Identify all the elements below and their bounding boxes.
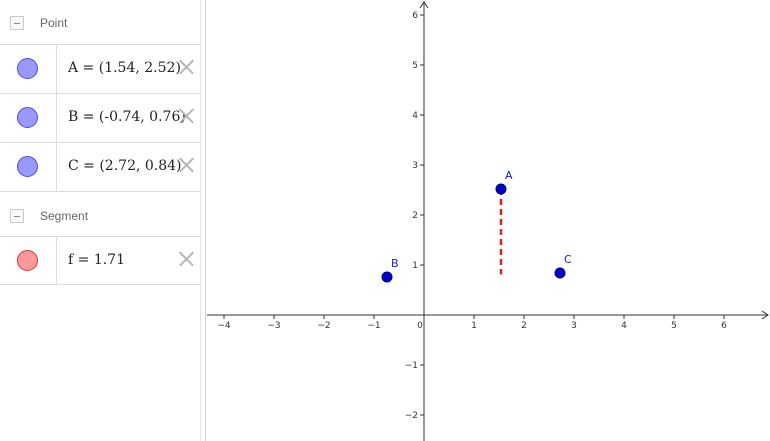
x-tick-label: 4 <box>621 321 627 331</box>
x-tick-label: 2 <box>521 321 527 331</box>
visibility-toggle-icon[interactable] <box>17 250 38 271</box>
algebra-item-text[interactable]: B = (-0.74, 0.76) <box>68 109 186 125</box>
collapse-toggle-icon[interactable] <box>10 209 24 223</box>
row-divider <box>56 237 57 284</box>
algebra-row-segment-f[interactable]: f = 1.71 <box>0 236 200 285</box>
y-axis-arrow-icon <box>419 1 429 9</box>
row-divider <box>56 143 57 191</box>
point-label-b: B <box>391 257 399 270</box>
y-tick-label: 2 <box>412 211 418 221</box>
graphics-canvas[interactable]: −4 −3 −2 −1 0 1 2 3 4 5 6 6 5 4 3 2 1 −1 −2 A B C <box>207 0 770 441</box>
x-axis-arrow-icon <box>761 310 769 320</box>
collapse-toggle-icon[interactable] <box>10 16 24 30</box>
point-b[interactable] <box>381 271 393 283</box>
group-header-point[interactable]: Point <box>0 0 200 44</box>
algebra-row-point-c[interactable]: C = (2.72, 0.84) <box>0 142 200 191</box>
y-tick-label: 6 <box>412 11 418 21</box>
algebra-row-point-a[interactable]: A = (1.54, 2.52) <box>0 44 200 93</box>
x-tick-label: −3 <box>267 321 280 331</box>
y-tick-label: 1 <box>412 261 418 271</box>
graphics-view[interactable]: −4 −3 −2 −1 0 1 2 3 4 5 6 6 5 4 3 2 1 −1 −2 A B C <box>207 0 770 441</box>
x-tick-label: −2 <box>317 321 330 331</box>
x-tick-label: 0 <box>417 321 423 331</box>
delete-icon[interactable] <box>176 155 196 175</box>
y-tick-label: 5 <box>412 61 418 71</box>
algebra-item-text[interactable]: f = 1.71 <box>68 252 125 268</box>
point-a[interactable] <box>495 183 507 195</box>
point-label-c: C <box>564 253 572 266</box>
x-tick-label: 5 <box>671 321 677 331</box>
point-label-a: A <box>505 169 513 182</box>
delete-icon[interactable] <box>176 57 196 77</box>
y-tick-label: 4 <box>412 111 418 121</box>
row-divider <box>56 45 57 93</box>
y-tick-label: 3 <box>412 161 418 171</box>
x-tick-label: 3 <box>571 321 577 331</box>
x-tick-label: 1 <box>471 321 477 331</box>
algebra-item-text[interactable]: A = (1.54, 2.52) <box>68 60 181 76</box>
panel-divider[interactable] <box>200 0 206 441</box>
algebra-panel: Point A = (1.54, 2.52) B = (-0.74, 0.76)… <box>0 0 200 441</box>
y-tick-label: −1 <box>405 361 418 371</box>
x-tick-label: −4 <box>217 321 231 331</box>
visibility-toggle-icon[interactable] <box>17 107 38 128</box>
point-c[interactable] <box>554 267 566 279</box>
visibility-toggle-icon[interactable] <box>17 156 38 177</box>
y-tick-label: −2 <box>405 411 418 421</box>
row-divider <box>56 94 57 142</box>
visibility-toggle-icon[interactable] <box>17 58 38 79</box>
group-label-segment: Segment <box>40 209 89 223</box>
algebra-row-point-b[interactable]: B = (-0.74, 0.76) <box>0 93 200 142</box>
x-tick-label: 6 <box>721 321 727 331</box>
delete-icon[interactable] <box>176 249 196 269</box>
group-label-point: Point <box>40 16 68 30</box>
algebra-item-text[interactable]: C = (2.72, 0.84) <box>68 158 182 174</box>
x-tick-label: −1 <box>367 321 380 331</box>
group-header-segment[interactable]: Segment <box>0 191 200 235</box>
delete-icon[interactable] <box>176 106 196 126</box>
